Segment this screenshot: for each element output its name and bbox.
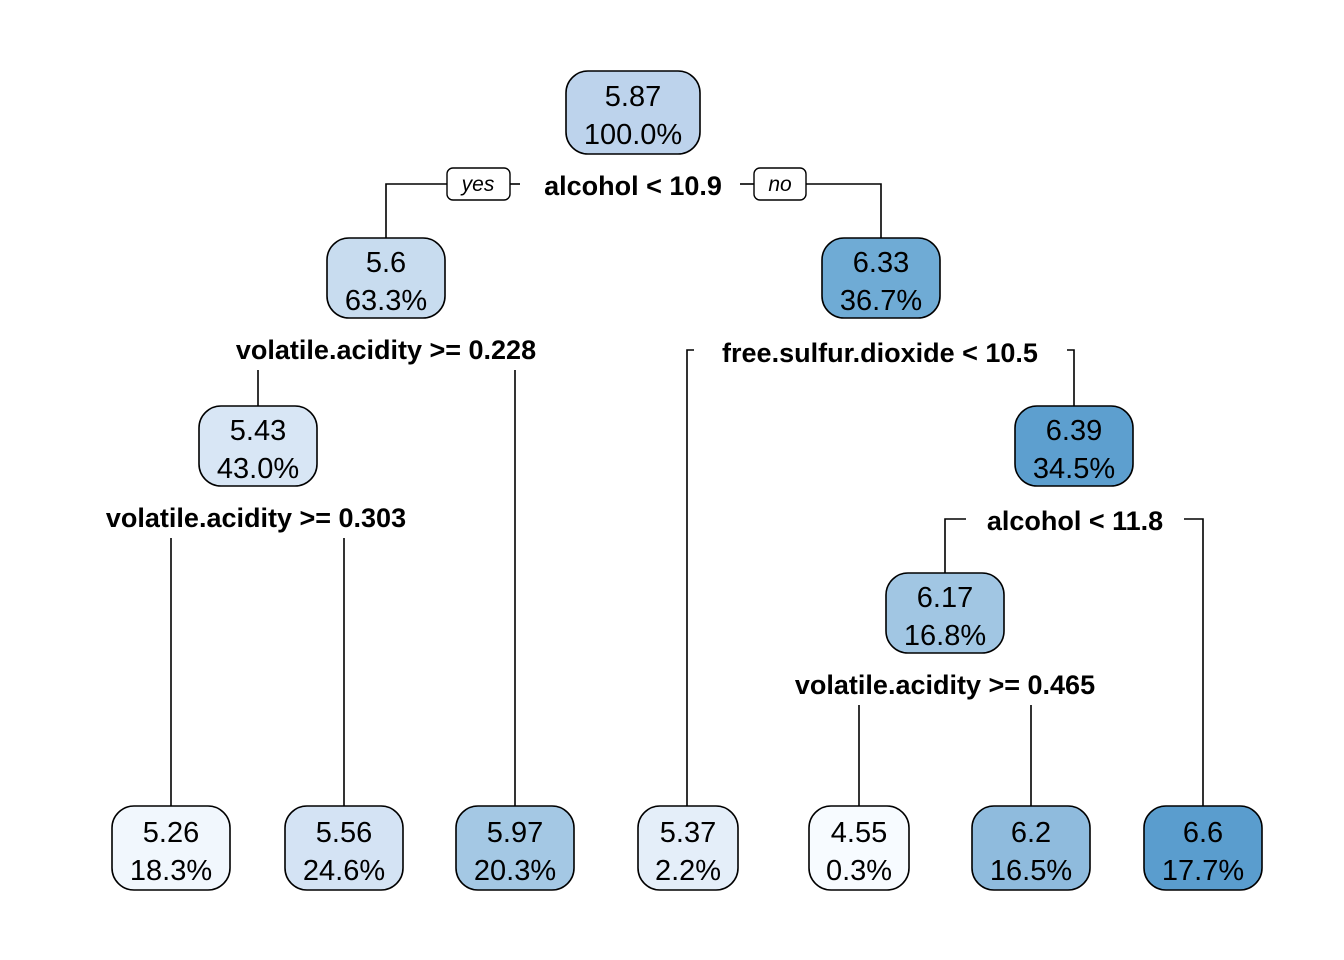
edge-root-left	[385, 183, 447, 238]
split-rule: alcohol < 10.9	[544, 171, 722, 201]
node-box	[971, 805, 1091, 891]
node-box	[808, 805, 910, 891]
node-value: 4.55	[831, 817, 887, 849]
split-labels: alcohol < 10.9 volatile.acidity >= 0.228…	[106, 171, 1163, 700]
tree-node: 6.17 16.8%	[885, 572, 1005, 654]
tree-node: 6.33 36.7%	[821, 237, 941, 319]
edge-n3-right	[1067, 349, 1075, 406]
node-box	[1014, 405, 1134, 487]
node-value: 6.2	[1011, 817, 1051, 849]
node-box	[111, 805, 231, 891]
leaf-node: 5.26 18.3%	[111, 805, 231, 891]
split-rule: alcohol < 11.8	[987, 506, 1163, 536]
split-rule: volatile.acidity >= 0.228	[236, 335, 536, 365]
node-percent: 16.5%	[990, 855, 1072, 887]
tree-node: 5.43 43.0%	[198, 405, 318, 487]
node-percent: 34.5%	[1033, 453, 1115, 485]
edge-n3-left	[686, 349, 694, 806]
leaf-node: 6.6 17.7%	[1143, 805, 1263, 891]
node-value: 5.43	[230, 415, 286, 447]
node-value: 6.39	[1046, 415, 1102, 447]
tree-node: 6.39 34.5%	[1014, 405, 1134, 487]
node-value: 6.33	[853, 247, 909, 279]
no-tag: no	[740, 167, 807, 201]
no-label: no	[768, 173, 792, 196]
edge-n7-right	[1184, 518, 1204, 806]
leaf-node: 4.55 0.3%	[808, 805, 910, 891]
node-value: 6.6	[1183, 817, 1223, 849]
node-percent: 36.7%	[840, 285, 922, 317]
node-percent: 18.3%	[130, 855, 212, 887]
node-box	[565, 70, 701, 155]
node-percent: 43.0%	[217, 453, 299, 485]
split-rule: free.sulfur.dioxide < 10.5	[722, 338, 1038, 368]
yes-label: yes	[460, 173, 495, 196]
tree-nodes: 5.87 100.0% 5.6 63.3% 6.33 36.7% 5.43 43…	[111, 70, 1263, 891]
tree-node-root: 5.87 100.0%	[565, 70, 701, 155]
node-percent: 24.6%	[303, 855, 385, 887]
split-rule: volatile.acidity >= 0.303	[106, 503, 406, 533]
leaf-node: 5.37 2.2%	[637, 805, 739, 891]
node-box	[885, 572, 1005, 654]
node-percent: 63.3%	[345, 285, 427, 317]
node-box	[637, 805, 739, 891]
node-value: 5.56	[316, 817, 372, 849]
node-percent: 2.2%	[655, 855, 721, 887]
node-percent: 100.0%	[584, 119, 682, 151]
node-percent: 0.3%	[826, 855, 892, 887]
leaf-node: 5.56 24.6%	[284, 805, 404, 891]
edge-root-right	[806, 183, 882, 238]
node-box	[455, 805, 575, 891]
tree-edges	[170, 183, 1204, 806]
node-box	[326, 237, 446, 319]
edge-n7-left	[944, 518, 966, 573]
node-value: 5.87	[605, 81, 661, 113]
split-rule: volatile.acidity >= 0.465	[795, 670, 1095, 700]
leaf-node: 5.97 20.3%	[455, 805, 575, 891]
node-box	[1143, 805, 1263, 891]
node-percent: 20.3%	[474, 855, 556, 887]
node-box	[284, 805, 404, 891]
leaf-node: 6.2 16.5%	[971, 805, 1091, 891]
yes-tag: yes	[446, 167, 520, 201]
node-percent: 17.7%	[1162, 855, 1244, 887]
node-value: 6.17	[917, 582, 973, 614]
node-value: 5.6	[366, 247, 406, 279]
node-value: 5.97	[487, 817, 543, 849]
node-box	[198, 405, 318, 487]
tree-node: 5.6 63.3%	[326, 237, 446, 319]
node-value: 5.37	[660, 817, 716, 849]
node-percent: 16.8%	[904, 620, 986, 652]
node-box	[821, 237, 941, 319]
node-value: 5.26	[143, 817, 199, 849]
